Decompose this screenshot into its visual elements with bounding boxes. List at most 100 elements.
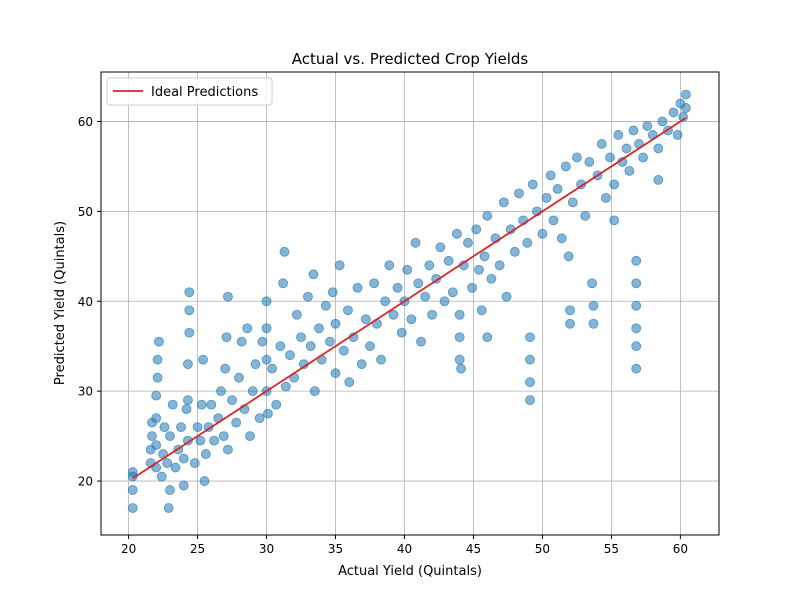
scatter-point	[247, 386, 258, 397]
scatter-point	[668, 107, 679, 118]
scatter-point	[343, 305, 353, 316]
scatter-point	[309, 386, 320, 397]
legend-label-ideal-predictions: Ideal Predictions	[151, 85, 258, 100]
scatter-point	[151, 390, 162, 401]
scatter-point	[454, 354, 465, 365]
scatter-point	[184, 305, 195, 316]
scatter-point	[184, 327, 195, 338]
scatter-point	[234, 372, 244, 383]
scatter-point	[427, 309, 437, 320]
scatter-point	[167, 399, 178, 410]
scatter-point	[424, 260, 435, 271]
scatter-point	[522, 237, 533, 248]
scatter-point	[267, 363, 277, 374]
scatter-point	[541, 192, 552, 203]
scatter-point	[271, 399, 282, 410]
scatter-point	[545, 170, 556, 181]
scatter-point	[584, 157, 595, 167]
scatter-point	[672, 130, 683, 140]
scatter-point	[463, 237, 473, 248]
y-axis-label: Predicted Yield (Quintals)	[53, 221, 68, 385]
scatter-point	[565, 305, 575, 316]
scatter-point	[263, 408, 273, 419]
scatter-point	[621, 143, 632, 154]
scatter-point	[199, 476, 210, 486]
scatter-point	[396, 327, 407, 338]
scatter-point	[631, 255, 642, 266]
scatter-point	[384, 260, 395, 271]
ideal-line-layer	[132, 117, 687, 480]
scatter-point	[600, 192, 611, 203]
scatter-point	[628, 125, 639, 136]
scatter-point	[631, 363, 642, 374]
scatter-point	[580, 210, 591, 221]
scatter-point	[184, 287, 195, 298]
scatter-point	[314, 323, 324, 334]
ideal-predictions-line	[132, 117, 687, 480]
scatter-point	[261, 354, 272, 365]
scatter-point	[195, 435, 206, 446]
y-tick-label: 60	[78, 115, 93, 129]
scatter-point	[537, 228, 548, 239]
scatter-point	[631, 278, 642, 289]
scatter-point	[165, 485, 175, 495]
scatter-point	[454, 332, 465, 343]
y-tick-label: 40	[78, 295, 93, 309]
scatter-point	[178, 453, 189, 464]
scatter-point	[325, 336, 335, 347]
scatter-point	[156, 471, 167, 482]
scatter-point	[565, 318, 575, 329]
scatter-point	[218, 431, 229, 442]
scatter-point	[183, 395, 193, 406]
scatter-point	[305, 341, 316, 352]
scatter-point	[278, 278, 288, 289]
scatter-point	[392, 282, 403, 293]
scatter-point	[279, 246, 290, 257]
scatter-point	[376, 354, 386, 365]
scatter-point	[151, 440, 162, 450]
x-tick-label: 45	[466, 542, 481, 556]
scatter-point	[588, 318, 599, 329]
scatter-point	[250, 359, 261, 370]
axis-ticks: 20 25 30 35 40 45 50 55 60 20 30 40 50 60	[78, 115, 688, 556]
scatter-point	[638, 152, 649, 163]
legend-box	[106, 77, 273, 106]
x-axis-label: Actual Yield (Quintals)	[338, 564, 482, 579]
scatter-point	[380, 296, 391, 307]
scatter-point	[410, 237, 421, 248]
scatter-point	[613, 130, 624, 140]
scatter-point	[486, 273, 497, 284]
scatter-point	[456, 363, 466, 374]
scatter-point	[308, 269, 319, 280]
scatter-point	[245, 431, 255, 442]
scatter-point	[257, 336, 268, 347]
scatter-point	[330, 318, 341, 329]
scatter-point	[588, 300, 599, 311]
scatter-point	[330, 368, 341, 379]
y-tick-label: 20	[78, 475, 93, 489]
scatter-point	[154, 336, 164, 347]
scatter-point	[406, 314, 417, 325]
scatter-point	[223, 291, 233, 302]
scatter-point	[605, 152, 615, 163]
legend: Ideal Predictions	[106, 77, 273, 106]
scatter-point	[476, 305, 487, 316]
scatter-point	[471, 224, 482, 235]
scatter-point	[563, 251, 574, 262]
scatter-point	[552, 183, 563, 194]
x-tick-label: 30	[259, 542, 274, 556]
scatter-point	[413, 278, 424, 289]
scatter-point	[196, 399, 207, 410]
scatter-point	[680, 89, 691, 100]
scatter-point	[216, 386, 226, 397]
scatter-point	[479, 251, 490, 262]
scatter-point	[482, 210, 493, 221]
scatter-point	[192, 422, 203, 433]
scatter-point	[176, 422, 186, 433]
scatter-point	[657, 116, 668, 127]
scatter-point	[527, 179, 538, 190]
scatter-point	[443, 255, 454, 266]
scatter-point	[369, 278, 380, 289]
